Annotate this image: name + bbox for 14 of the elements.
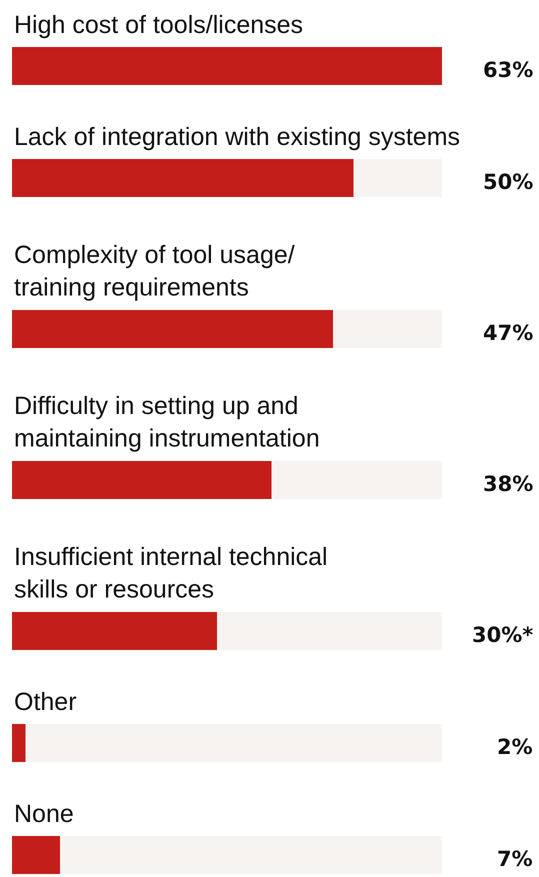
data-label: 50%	[483, 170, 534, 194]
data-label: 7%	[497, 847, 533, 871]
data-label: 63%	[483, 58, 534, 82]
y-tick-label: Insufficient internal technical skills or resources	[14, 543, 328, 604]
y-tick-label: None	[14, 800, 74, 828]
y-tick-label: High cost of tools/licenses	[14, 11, 304, 39]
data-label: 38%	[483, 472, 534, 496]
data-label: 2%	[497, 735, 533, 759]
y-tick-label: Lack of integration with existing systems	[14, 123, 460, 151]
y-tick-label: Difficulty in setting up and maintaining instrumentation	[14, 392, 320, 452]
data-label: 30%*	[472, 623, 534, 647]
y-tick-label: Complexity of tool usage/ training requirements	[14, 241, 295, 302]
y-tick-label: Other	[14, 688, 77, 716]
data-label: 47%	[483, 321, 534, 345]
